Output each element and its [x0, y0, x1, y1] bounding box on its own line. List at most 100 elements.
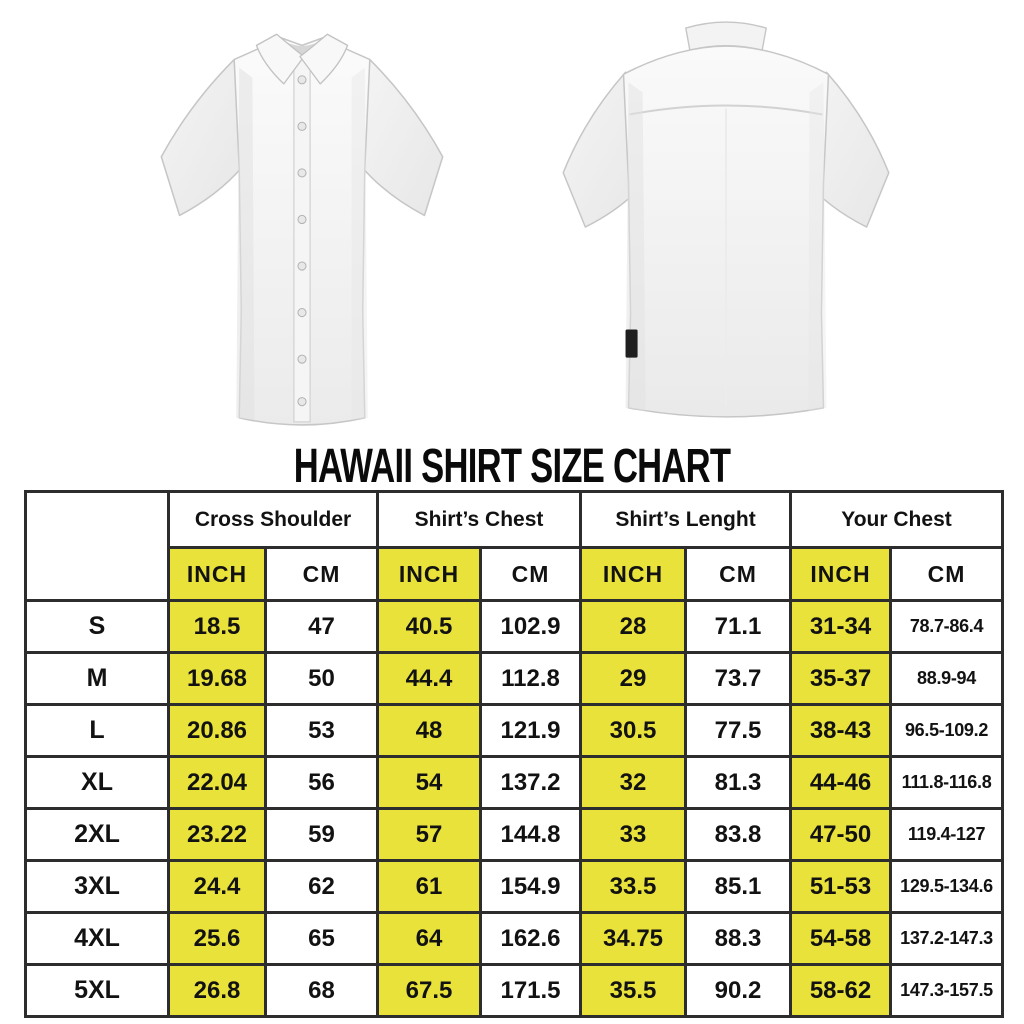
front-buttons — [297, 75, 307, 407]
cell-value: 22.04 — [167, 755, 267, 810]
shirt-back-image — [562, 21, 890, 418]
cell-value: 33.5 — [579, 859, 687, 914]
cell-value: 54-58 — [789, 911, 893, 966]
cell-value: 35.5 — [579, 963, 687, 1018]
group-header-shirts-chest: Shirt’s Chest — [376, 490, 582, 549]
page-title: HAWAII SHIRT SIZE CHART — [293, 440, 731, 493]
cell-value: 18.5 — [167, 599, 267, 654]
size-chart-table: Cross Shoulder Shirt’s Chest Shirt’s Len… — [24, 490, 1005, 1018]
cell-value: 25.6 — [167, 911, 267, 966]
back-yoke-seam — [629, 104, 823, 116]
shirt-front-image — [160, 33, 444, 426]
cell-value: 54 — [376, 755, 482, 810]
cell-value: 40.5 — [376, 599, 482, 654]
cell-value: 50 — [264, 651, 379, 706]
cell-value: 47 — [264, 599, 379, 654]
cell-value: 96.5-109.2 — [889, 703, 1005, 758]
unit-header-cm: CM — [683, 546, 793, 602]
size-label: 5XL — [24, 963, 170, 1018]
table-row-l: L 20.86 53 48 121.9 30.5 77.5 38-43 96.5… — [24, 703, 1005, 758]
cell-value: 23.22 — [167, 807, 267, 862]
cell-value: 144.8 — [479, 807, 582, 862]
group-header-your-chest: Your Chest — [789, 490, 1005, 549]
cell-value: 51-53 — [789, 859, 893, 914]
cell-value: 65 — [264, 911, 379, 966]
cell-value: 83.8 — [683, 807, 793, 862]
unit-header-cm: CM — [889, 546, 1005, 602]
front-shading-left — [236, 67, 255, 420]
cell-value: 88.9-94 — [889, 651, 1005, 706]
cell-value: 44-46 — [789, 755, 893, 810]
cell-value: 85.1 — [683, 859, 793, 914]
cell-value: 81.3 — [683, 755, 793, 810]
cell-value: 102.9 — [479, 599, 582, 654]
cell-value: 53 — [264, 703, 379, 758]
cell-value: 119.4-127 — [889, 807, 1005, 862]
cell-value: 147.3-157.5 — [889, 963, 1005, 1018]
cell-value: 121.9 — [479, 703, 582, 758]
back-shading-right — [808, 82, 827, 411]
group-header-cross-shoulder: Cross Shoulder — [167, 490, 379, 549]
cell-value: 137.2-147.3 — [889, 911, 1005, 966]
cell-value: 57 — [376, 807, 482, 862]
cell-value: 171.5 — [479, 963, 582, 1018]
back-hem-tag — [625, 329, 638, 358]
size-label: L — [24, 703, 170, 758]
unit-header-inch: INCH — [167, 546, 267, 602]
cell-value: 26.8 — [167, 963, 267, 1018]
cell-value: 162.6 — [479, 911, 582, 966]
cell-value: 111.8-116.8 — [889, 755, 1005, 810]
cell-value: 33 — [579, 807, 687, 862]
table-row-2xl: 2XL 23.22 59 57 144.8 33 83.8 47-50 119.… — [24, 807, 1005, 862]
unit-header-inch: INCH — [789, 546, 893, 602]
cell-value: 64 — [376, 911, 482, 966]
front-shading-right — [351, 67, 368, 420]
table-row-m: M 19.68 50 44.4 112.8 29 73.7 35-37 88.9… — [24, 651, 1005, 706]
cell-value: 19.68 — [167, 651, 267, 706]
cell-value: 67.5 — [376, 963, 482, 1018]
cell-value: 35-37 — [789, 651, 893, 706]
cell-value: 47-50 — [789, 807, 893, 862]
cell-value: 56 — [264, 755, 379, 810]
cell-value: 137.2 — [479, 755, 582, 810]
cell-value: 20.86 — [167, 703, 267, 758]
cell-value: 58-62 — [789, 963, 893, 1018]
group-header-shirts-length: Shirt’s Lenght — [578, 490, 793, 549]
table-row-xl: XL 22.04 56 54 137.2 32 81.3 44-46 111.8… — [24, 755, 1005, 810]
table-row-s: S 18.5 47 40.5 102.9 28 71.1 31-34 78.7-… — [24, 599, 1005, 654]
table-row-5xl: 5XL 26.8 68 67.5 171.5 35.5 90.2 58-62 1… — [24, 963, 1005, 1018]
cell-value: 62 — [264, 859, 379, 914]
size-label: S — [24, 599, 170, 654]
size-label: XL — [24, 755, 170, 810]
corner-cell — [24, 490, 170, 602]
cell-value: 71.1 — [683, 599, 793, 654]
size-label: 3XL — [24, 859, 170, 914]
unit-header-cm: CM — [479, 546, 582, 602]
cell-value: 29 — [579, 651, 687, 706]
cell-value: 30.5 — [579, 703, 687, 758]
cell-value: 88.3 — [683, 911, 793, 966]
cell-value: 61 — [376, 859, 482, 914]
cell-value: 44.4 — [376, 651, 482, 706]
cell-value: 59 — [264, 807, 379, 862]
size-label: M — [24, 651, 170, 706]
cell-value: 34.75 — [579, 911, 687, 966]
unit-header-inch: INCH — [376, 546, 482, 602]
cell-value: 48 — [376, 703, 482, 758]
front-collar-right — [299, 33, 349, 85]
cell-value: 31-34 — [789, 599, 893, 654]
table-row-3xl: 3XL 24.4 62 61 154.9 33.5 85.1 51-53 129… — [24, 859, 1005, 914]
cell-value: 24.4 — [167, 859, 267, 914]
cell-value: 38-43 — [789, 703, 893, 758]
size-label: 2XL — [24, 807, 170, 862]
cell-value: 32 — [579, 755, 687, 810]
cell-value: 154.9 — [479, 859, 582, 914]
front-right-sleeve — [360, 58, 444, 217]
cell-value: 68 — [264, 963, 379, 1018]
unit-header-cm: CM — [264, 546, 379, 602]
front-collar-left — [255, 33, 305, 85]
cell-value: 78.7-86.4 — [889, 599, 1005, 654]
back-shading-left — [625, 82, 646, 411]
size-label: 4XL — [24, 911, 170, 966]
front-button-placket — [293, 52, 311, 423]
